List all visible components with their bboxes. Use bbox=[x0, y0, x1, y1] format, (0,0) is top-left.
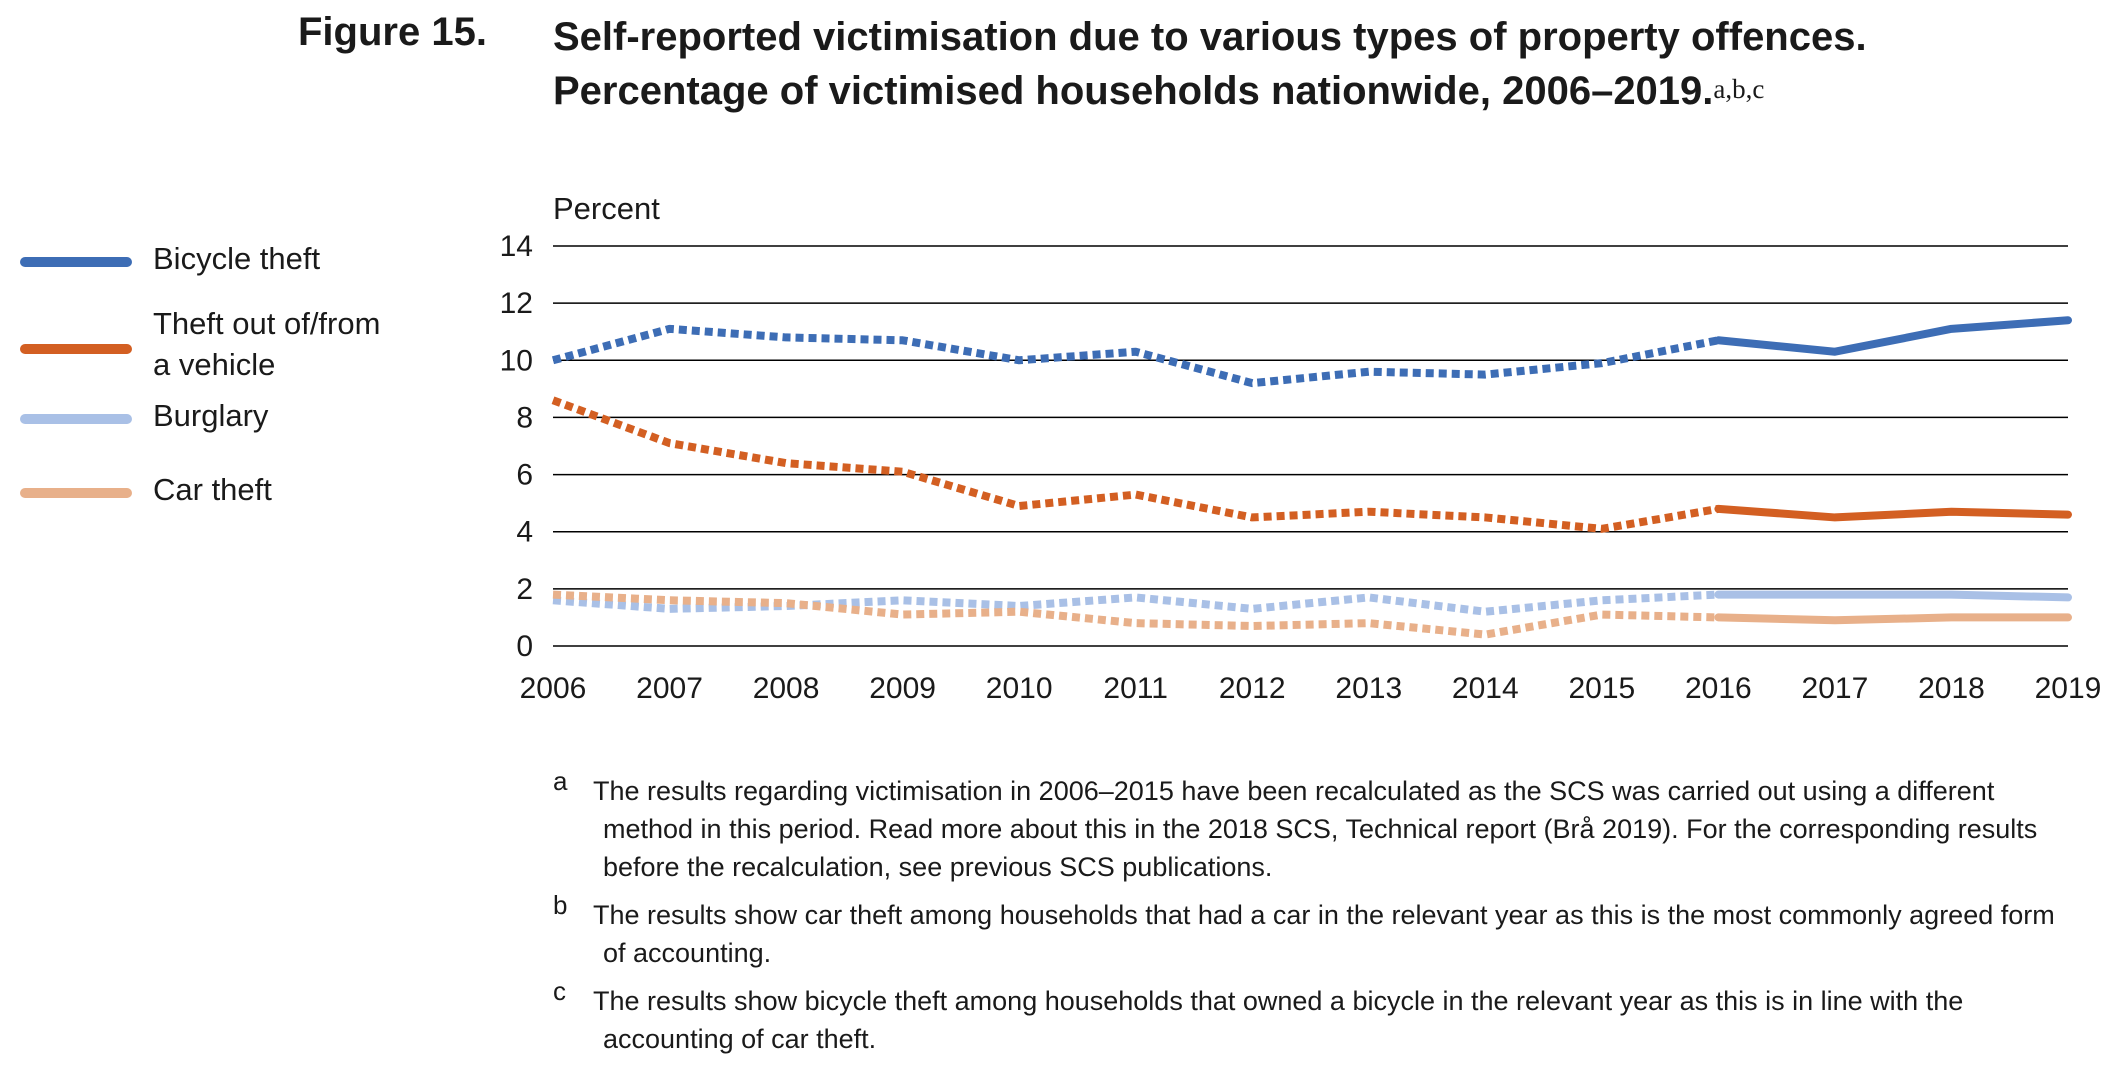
series-line-car-theft-recalculated bbox=[552, 590, 1719, 639]
series-line-theft-out-of-from-a-vehicle-recalculated bbox=[551, 396, 1720, 533]
footnote-letter: b bbox=[553, 890, 568, 920]
figure-label: Figure 15. bbox=[298, 10, 487, 54]
x-tick-label: 2012 bbox=[1219, 672, 1286, 705]
footnote-text: The results show car theft among househo… bbox=[593, 900, 2055, 968]
y-tick-label: 0 bbox=[516, 630, 533, 663]
figure-title-footnote-marks: a,b,c bbox=[1713, 74, 1765, 104]
figure-title-line1: Self-reported victimisation due to vario… bbox=[553, 15, 1867, 59]
footnote-c: c The results show bicycle theft among h… bbox=[553, 976, 2073, 1058]
legend-label: Theft out of/from bbox=[153, 306, 381, 341]
y-axis-label: Percent bbox=[553, 191, 660, 226]
x-tick-label: 2017 bbox=[1802, 672, 1869, 705]
legend-swatch bbox=[20, 488, 132, 498]
footnote-b: b The results show car theft among house… bbox=[553, 890, 2073, 972]
y-tick-label: 2 bbox=[516, 573, 533, 606]
legend-swatch bbox=[20, 414, 132, 424]
legend-swatch bbox=[20, 344, 132, 354]
legend-label-line2: a vehicle bbox=[153, 347, 276, 382]
line-chart: 0 2 4 6 8 10 12 14 2006 2007 2008 2009 2010 2011 2012… bbox=[500, 191, 2102, 705]
footnotes: a The results regarding victimisation in… bbox=[553, 766, 2073, 1068]
x-tick-label: 2013 bbox=[1335, 672, 1402, 705]
x-tick-label: 2009 bbox=[869, 672, 936, 705]
footnote-text: The results show bicycle theft among hou… bbox=[593, 986, 1964, 1054]
x-tick-label: 2010 bbox=[986, 672, 1053, 705]
series-line-bicycle-theft bbox=[1714, 316, 2072, 356]
footnote-letter: c bbox=[553, 976, 566, 1006]
figure-title: Self-reported victimisation due to vario… bbox=[553, 10, 2053, 118]
chart-gridlines bbox=[553, 245, 2068, 647]
series-line-bicycle-theft-recalculated bbox=[551, 324, 1720, 388]
series-line-burglary bbox=[1714, 590, 2072, 602]
series-line-car-theft bbox=[1714, 613, 2072, 625]
x-tick-label: 2015 bbox=[1568, 672, 1635, 705]
y-tick-label: 6 bbox=[516, 459, 533, 492]
figure-title-line2: Percentage of victimised households nati… bbox=[553, 69, 1714, 113]
x-axis-tick-labels: 2006 2007 2008 2009 2010 2011 2012 2013 2014 2015… bbox=[520, 672, 2102, 705]
y-tick-label: 10 bbox=[500, 344, 533, 377]
legend-label: Burglary bbox=[153, 398, 269, 433]
chart-series bbox=[551, 316, 2072, 639]
series-line-theft-out-of-from-a-vehicle bbox=[1714, 504, 2072, 522]
x-tick-label: 2019 bbox=[2035, 672, 2102, 705]
y-axis-tick-labels: 0 2 4 6 8 10 12 14 bbox=[500, 230, 533, 663]
y-tick-label: 14 bbox=[500, 230, 533, 263]
x-tick-label: 2006 bbox=[520, 672, 587, 705]
x-tick-label: 2008 bbox=[753, 672, 820, 705]
figure-title-line2-wrap: Percentage of victimised households nati… bbox=[553, 64, 2053, 118]
x-tick-label: 2016 bbox=[1685, 672, 1752, 705]
y-tick-label: 4 bbox=[516, 516, 533, 549]
x-tick-label: 2014 bbox=[1452, 672, 1519, 705]
footnote-letter: a bbox=[553, 766, 568, 796]
legend-label: Bicycle theft bbox=[153, 241, 321, 276]
legend-swatch bbox=[20, 257, 132, 267]
legend-label: Car theft bbox=[153, 472, 272, 507]
x-tick-label: 2011 bbox=[1103, 672, 1168, 705]
x-tick-label: 2007 bbox=[636, 672, 703, 705]
x-tick-label: 2018 bbox=[1918, 672, 1985, 705]
footnote-a: a The results regarding victimisation in… bbox=[553, 766, 2073, 886]
y-tick-label: 12 bbox=[500, 287, 533, 320]
y-tick-label: 8 bbox=[516, 401, 533, 434]
footnote-text: The results regarding victimisation in 2… bbox=[593, 776, 2038, 882]
